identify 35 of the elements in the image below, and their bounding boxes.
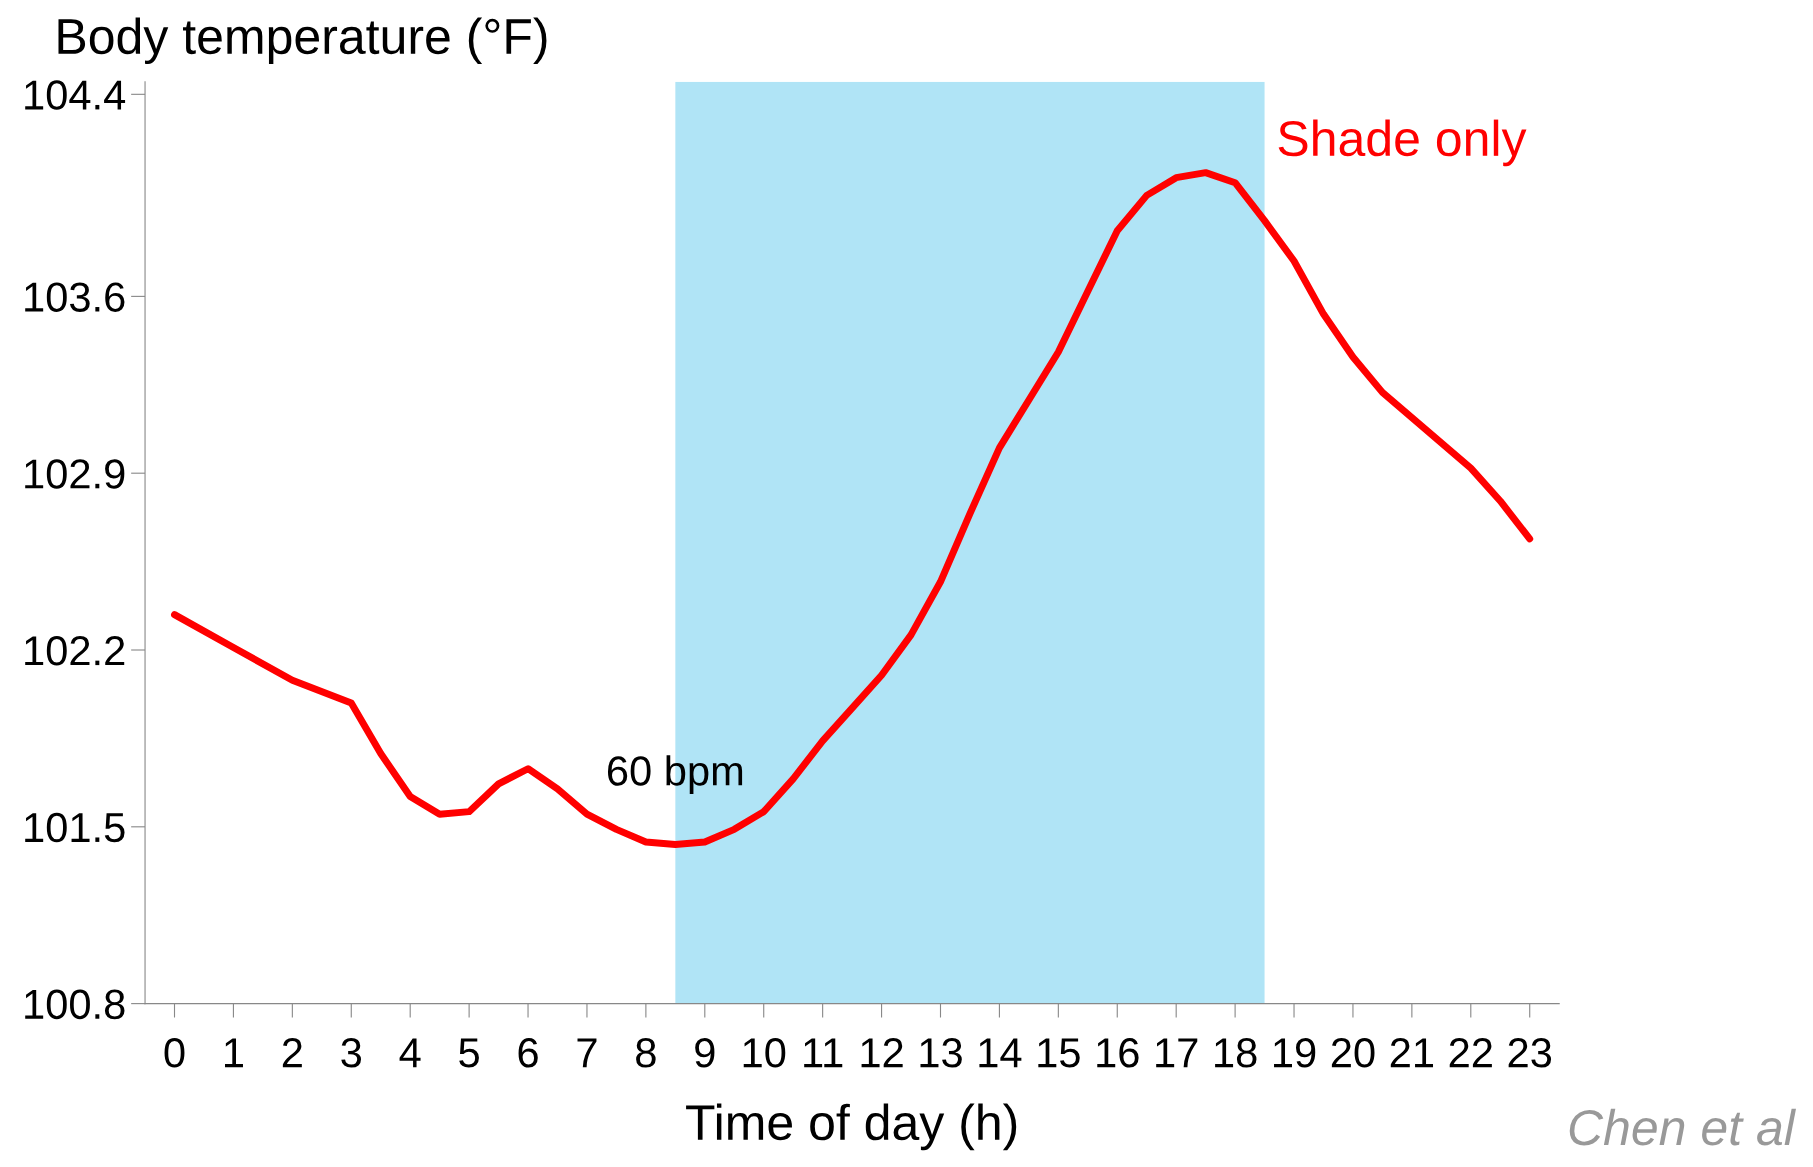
x-tick-label: 11 [804, 1038, 843, 1068]
x-tick-label: 10 [743, 1038, 786, 1068]
x-tick-label: 21 [1390, 1038, 1434, 1068]
x-tick-label: 15 [1038, 1038, 1080, 1068]
y-tick-label: 101.5 [25, 812, 125, 843]
x-tick-label: 19 [1274, 1038, 1316, 1068]
y-tick-label: 100.8 [25, 989, 125, 1020]
y-tick-label: 104.4 [25, 80, 126, 110]
x-tick-label: 17 [1156, 1038, 1198, 1068]
text: Chen et al [1569, 1108, 1797, 1146]
x-tick-label: 16 [1097, 1038, 1139, 1068]
x-tick-label: 12 [861, 1038, 903, 1068]
y-axis-title: Body temperature (°F) [58, 17, 547, 65]
x-tick-label: 6 [518, 1038, 538, 1068]
x-tick-label: 23 [1508, 1038, 1552, 1068]
y-tick-label: 102.9 [25, 459, 125, 489]
y-tick-label: 103.6 [25, 282, 125, 312]
x-tick-label: 22 [1449, 1038, 1492, 1068]
band-label: Shade only [1278, 119, 1527, 167]
x-tick-label: 14 [979, 1038, 1022, 1068]
x-tick-label: 7 [577, 1038, 597, 1068]
x-tick-label: 20 [1331, 1038, 1375, 1068]
x-tick-label: 2 [282, 1038, 302, 1068]
x-tick-label: 0 [164, 1038, 185, 1068]
annotation: 60 bpm [607, 755, 743, 794]
x-tick-label: 13 [920, 1038, 962, 1068]
x-tick-label: 1 [225, 1038, 243, 1068]
x-axis-title: Time of day (h) [686, 1103, 1017, 1151]
x-tick-label: 4 [399, 1038, 421, 1068]
x-tick-label: 8 [636, 1038, 656, 1068]
x-tick-label: 9 [695, 1038, 715, 1068]
x-tick-label: 5 [459, 1038, 479, 1068]
x-tick-label: 18 [1215, 1038, 1257, 1068]
x-tick-label: 3 [341, 1038, 362, 1068]
y-tick-label: 102.2 [25, 636, 125, 666]
